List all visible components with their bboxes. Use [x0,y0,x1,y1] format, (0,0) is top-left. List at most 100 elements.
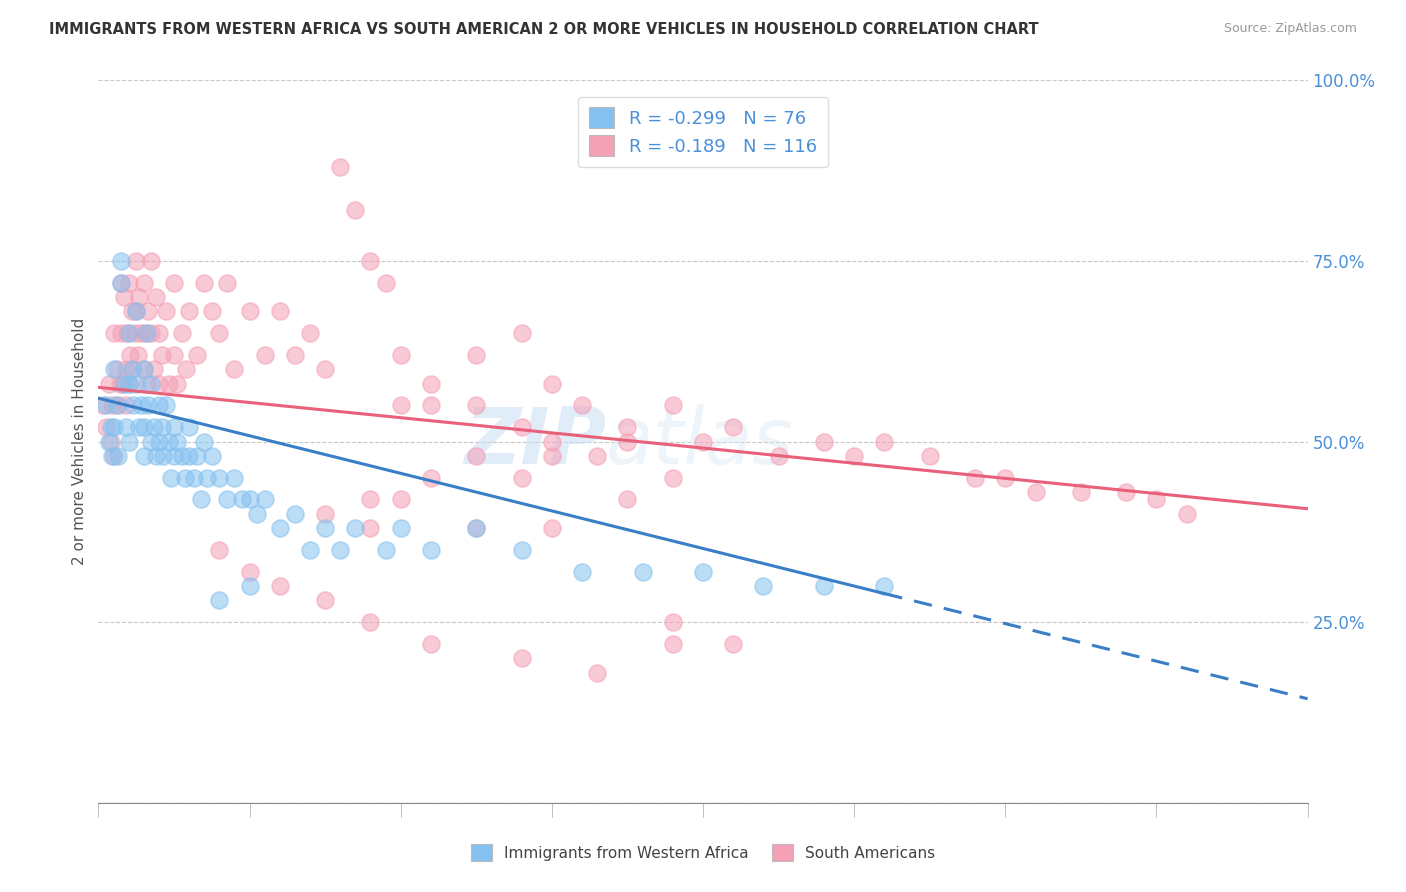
Point [329,542,352,557]
Point [253,492,276,507]
Point [148,398,170,412]
Point [98,434,121,449]
Point [141,376,163,391]
Point [163,348,186,362]
Point [661,637,683,651]
Point [112,290,135,304]
Point [374,542,396,557]
Point [299,542,322,557]
Point [134,326,156,340]
Y-axis label: 2 or more Vehicles in Household: 2 or more Vehicles in Household [72,318,87,566]
Point [193,276,215,290]
Point [110,253,132,268]
Point [540,376,562,391]
Point [269,579,291,593]
Point [125,253,148,268]
Point [107,449,129,463]
Point [873,434,896,449]
Point [159,434,181,449]
Point [465,348,488,362]
Point [661,470,683,484]
Point [125,304,148,318]
Point [100,420,122,434]
Point [873,579,896,593]
Point [465,521,488,535]
Point [127,348,149,362]
Point [132,276,155,290]
Point [114,398,136,412]
Point [163,449,186,463]
Point [91,398,114,412]
Point [208,593,231,607]
Point [101,449,124,463]
Point [360,521,382,535]
Point [374,276,396,290]
Point [314,593,336,607]
Point [389,398,412,412]
Text: Source: ZipAtlas.com: Source: ZipAtlas.com [1223,22,1357,36]
Point [136,398,159,412]
Point [148,434,170,449]
Point [692,565,714,579]
Point [155,304,177,318]
Point [616,434,638,449]
Point [115,326,138,340]
Point [141,253,163,268]
Point [224,470,246,484]
Point [145,449,167,463]
Point [105,398,128,412]
Point [120,348,142,362]
Legend: Immigrants from Western Africa, South Americans: Immigrants from Western Africa, South Am… [464,838,942,867]
Point [723,420,745,434]
Point [510,420,533,434]
Point [150,348,173,362]
Point [195,470,218,484]
Point [239,565,262,579]
Point [98,376,121,391]
Point [510,326,533,340]
Point [100,434,122,449]
Point [284,348,307,362]
Point [329,160,352,174]
Point [111,376,134,391]
Point [360,492,382,507]
Point [118,376,141,391]
Point [510,542,533,557]
Point [118,326,141,340]
Point [114,420,136,434]
Point [1024,485,1046,500]
Text: atlas: atlas [606,403,794,480]
Point [571,398,593,412]
Point [132,362,155,376]
Point [844,449,866,463]
Point [145,290,167,304]
Point [965,470,987,484]
Point [540,434,562,449]
Point [155,398,177,412]
Point [420,542,443,557]
Point [121,304,143,318]
Point [540,449,562,463]
Point [103,362,125,376]
Point [101,398,124,412]
Point [208,326,231,340]
Point [110,326,132,340]
Point [284,507,307,521]
Point [128,290,150,304]
Point [110,276,132,290]
Text: ZIP: ZIP [464,403,606,480]
Point [253,348,276,362]
Point [246,507,269,521]
Point [118,376,141,391]
Point [179,449,201,463]
Point [179,304,201,318]
Point [148,326,170,340]
Point [918,449,941,463]
Point [420,470,443,484]
Point [239,304,262,318]
Point [1070,485,1092,500]
Point [152,449,174,463]
Point [692,434,714,449]
Point [1115,485,1137,500]
Point [173,470,195,484]
